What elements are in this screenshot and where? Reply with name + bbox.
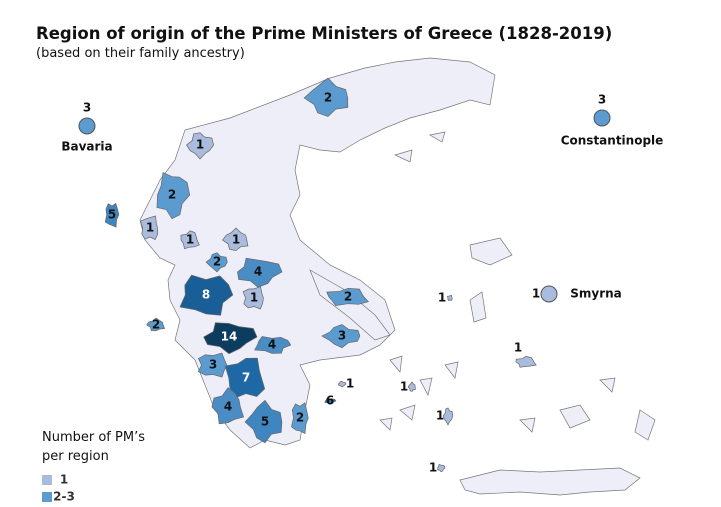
- region-label: 6: [326, 394, 334, 408]
- region: [203, 322, 258, 355]
- region: [515, 356, 537, 368]
- region: [140, 215, 159, 240]
- region: [221, 227, 249, 251]
- region-label: 1: [429, 461, 437, 475]
- origin-value: 3: [598, 93, 606, 107]
- subtitle: (based on their family ancestry): [36, 46, 245, 61]
- region: [407, 381, 416, 392]
- region: [244, 399, 283, 444]
- region: [146, 317, 166, 332]
- region: [437, 464, 446, 473]
- chios: [469, 291, 487, 323]
- region-label: 2: [344, 290, 352, 304]
- region: [211, 387, 245, 425]
- region: [180, 230, 200, 250]
- region: [242, 286, 264, 310]
- region: [186, 132, 214, 160]
- region-label: 1: [346, 377, 354, 391]
- region-label: 1: [186, 233, 194, 247]
- crete: [459, 467, 641, 496]
- region-label: 1: [514, 341, 522, 355]
- region-label: 1: [400, 380, 408, 394]
- regions: [104, 77, 537, 473]
- origin-name: Smyrna: [570, 287, 622, 301]
- region-label: 4: [254, 265, 262, 279]
- region-label: 1: [146, 221, 154, 235]
- region-label: 4: [224, 400, 232, 414]
- region-label: 1: [250, 291, 258, 305]
- origin-bubble: [540, 285, 558, 303]
- legend-swatch: [42, 475, 52, 485]
- lesbos: [469, 237, 513, 266]
- region: [237, 257, 283, 288]
- region-label: 7: [242, 371, 250, 385]
- legend-label: 1: [60, 473, 68, 487]
- region: [324, 398, 337, 405]
- region: [326, 287, 370, 306]
- origin-bubble: [593, 109, 611, 127]
- legend-label: 2-3: [53, 490, 75, 504]
- region: [224, 357, 266, 399]
- region: [179, 274, 234, 316]
- external-origins: 3 Bavaria 3 Constantinople 1 Smyrna: [61, 93, 663, 303]
- region: [291, 402, 309, 435]
- region: [442, 407, 454, 426]
- region-label: 2: [213, 255, 221, 269]
- region-label: 14: [221, 330, 238, 344]
- region: [446, 294, 453, 301]
- region: [156, 171, 191, 220]
- region-label: 2: [168, 188, 176, 202]
- region-label: 1: [436, 409, 444, 423]
- region-label: 1: [232, 233, 240, 247]
- origin-name: Bavaria: [61, 140, 112, 154]
- origin-bubble: [78, 117, 96, 135]
- region: [321, 324, 361, 349]
- legend-swatch: [42, 492, 52, 502]
- region-label: 2: [296, 411, 304, 425]
- region-label: 2: [324, 91, 332, 105]
- region-label: 1: [196, 138, 204, 152]
- region: [197, 352, 228, 378]
- region: [337, 381, 347, 388]
- region-label: 5: [108, 208, 116, 222]
- origin-value: 1: [532, 287, 540, 301]
- origin-name: Constantinople: [561, 134, 664, 148]
- region: [205, 252, 228, 273]
- region: [254, 336, 292, 354]
- mainland: [139, 57, 496, 449]
- region: [303, 77, 349, 117]
- legend-title: Number of PM’s per region: [42, 430, 145, 464]
- region-label: 4: [268, 338, 276, 352]
- region-label: 3: [209, 358, 217, 372]
- cyclades: [379, 355, 459, 431]
- title: Region of origin of the Prime Ministers …: [36, 24, 613, 43]
- region-label: 2: [152, 318, 160, 332]
- samothrace: [394, 131, 446, 163]
- region-label: 3: [338, 329, 346, 343]
- region-label: 1: [438, 291, 446, 305]
- dodecanese: [519, 377, 616, 433]
- legend: 12-3: [42, 473, 75, 504]
- region-label: 5: [261, 415, 269, 429]
- origin-value: 3: [83, 101, 91, 115]
- rhodes: [634, 409, 656, 441]
- region-label: 8: [202, 288, 210, 302]
- region: [104, 202, 120, 228]
